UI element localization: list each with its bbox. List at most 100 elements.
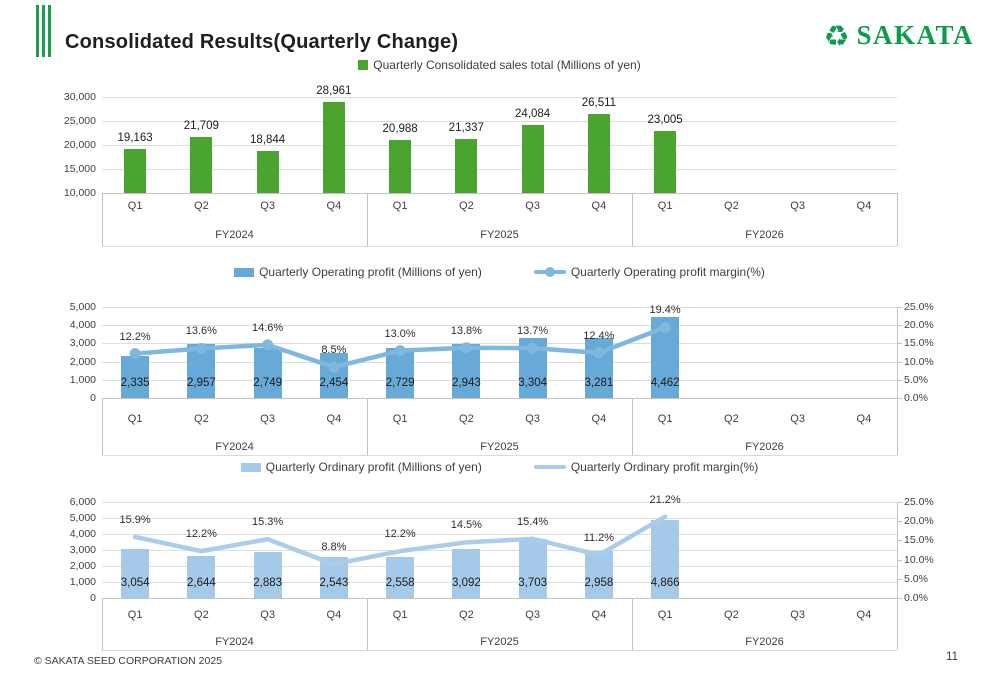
- page-number: 11: [946, 651, 958, 663]
- group-separator: [102, 598, 103, 650]
- line-marker: [527, 342, 539, 354]
- secondary-axis-tick-label: 10.0%: [904, 553, 934, 566]
- y-axis-tick-label: 2,000: [69, 355, 96, 368]
- legend-item: Quarterly Operating profit margin(%): [533, 265, 765, 279]
- logo-brand-text: SAKATA: [856, 20, 974, 50]
- legend-label: Quarterly Ordinary profit margin(%): [570, 460, 759, 474]
- bar-value-label: 2,335: [120, 377, 150, 389]
- legend-item: Quarterly Ordinary profit (Millions of y…: [240, 460, 482, 474]
- fiscal-year-label: FY2026: [745, 636, 784, 648]
- y-axis-tick-label: 10,000: [63, 187, 96, 199]
- quarter-label: Q3: [260, 413, 275, 425]
- bar: [389, 140, 412, 193]
- bar: [386, 348, 415, 398]
- secondary-axis-tick: [897, 379, 902, 381]
- accent-bar: [42, 5, 45, 57]
- y-axis-tick-label: 6,000: [69, 496, 96, 508]
- margin-value-label: 12.4%: [583, 329, 615, 342]
- gridline: [102, 169, 897, 170]
- secondary-axis-tick-label: 20.0%: [904, 515, 934, 528]
- label-area-bottom-line: [102, 455, 897, 456]
- margin-value-label: 8.8%: [321, 541, 347, 554]
- quarter-label: Q1: [392, 200, 408, 212]
- quarter-label: Q4: [856, 609, 872, 621]
- bar: [587, 113, 610, 193]
- secondary-axis-tick: [897, 361, 902, 363]
- bar-value-label: 2,883: [253, 577, 283, 589]
- bar: [322, 101, 345, 193]
- fiscal-year-label: FY2025: [480, 229, 519, 241]
- chart-legend: Quarterly Ordinary profit (Millions of y…: [102, 460, 897, 474]
- legend-line-marker: [533, 465, 566, 469]
- legend-line-dot-marker: [544, 267, 555, 277]
- fiscal-year-label: FY2026: [745, 229, 784, 241]
- bar: [452, 548, 481, 598]
- bar: [518, 538, 547, 598]
- group-separator: [632, 193, 633, 246]
- margin-value-label: 14.6%: [252, 321, 284, 334]
- gridline: [102, 582, 897, 583]
- secondary-axis-tick: [897, 502, 902, 503]
- bar-value-label: 26,511: [581, 96, 617, 109]
- quarter-label: Q2: [194, 413, 209, 425]
- legend-label: Quarterly Operating profit margin(%): [570, 265, 765, 279]
- secondary-axis-tick: [897, 398, 902, 399]
- legend-bar-marker: [234, 267, 255, 277]
- y-axis-tick-label: 5,000: [69, 512, 96, 524]
- y-axis-tick-label: 15,000: [63, 163, 96, 175]
- quarter-label: Q3: [260, 609, 275, 621]
- secondary-axis-tick: [897, 325, 902, 327]
- y-axis-tick-label: 1,000: [69, 576, 96, 588]
- legend-item: Quarterly Ordinary profit margin(%): [533, 460, 759, 474]
- secondary-axis-tick-label: 20.0%: [904, 319, 934, 332]
- gridline: [102, 566, 897, 567]
- quarter-label: Q3: [525, 200, 540, 212]
- y-axis-tick-label: 4,000: [69, 319, 96, 332]
- margin-value-label: 15.9%: [119, 513, 151, 526]
- legend-bar-marker: [240, 462, 261, 472]
- quarter-label: Q4: [326, 413, 342, 425]
- secondary-axis-tick: [897, 578, 902, 580]
- gridline: [102, 307, 897, 308]
- gridline: [102, 379, 897, 381]
- bar-value-label: 3,092: [451, 577, 481, 589]
- quarter-label: Q1: [127, 413, 143, 425]
- quarter-label: Q3: [790, 609, 805, 621]
- margin-value-label: 13.7%: [517, 325, 549, 338]
- margin-value-label: 12.2%: [119, 330, 151, 343]
- y-axis-tick-label: 1,000: [69, 373, 96, 386]
- bar-value-label: 3,054: [120, 577, 150, 589]
- bar: [253, 347, 282, 398]
- bar-value-label: 18,844: [250, 133, 286, 146]
- copyright-text: © SAKATA SEED CORPORATION 2025: [34, 655, 223, 667]
- group-separator: [632, 598, 633, 650]
- legend-item: Quarterly Consolidated sales total (Mill…: [358, 58, 641, 72]
- bar-value-label: 2,729: [385, 377, 415, 389]
- bar-value-label: 2,943: [451, 377, 481, 389]
- group-separator: [102, 398, 103, 455]
- margin-value-label: 13.8%: [450, 324, 482, 337]
- quarter-label: Q1: [127, 200, 143, 212]
- bar: [386, 557, 415, 598]
- quarter-label: Q1: [657, 413, 673, 425]
- bar-value-label: 3,703: [518, 577, 548, 589]
- bar-value-label: 2,957: [186, 377, 216, 389]
- line-marker: [659, 321, 671, 333]
- gridline: [102, 550, 897, 551]
- bar: [187, 555, 216, 598]
- secondary-axis-tick: [897, 343, 902, 345]
- bar: [651, 520, 680, 598]
- quarter-label: Q2: [459, 200, 474, 212]
- quarter-label: Q3: [790, 413, 805, 425]
- quarter-label: Q4: [856, 200, 872, 212]
- quarter-label: Q2: [724, 413, 739, 425]
- margin-value-label: 21.2%: [649, 493, 681, 506]
- secondary-axis-tick-label: 15.0%: [904, 534, 934, 547]
- line-marker: [262, 339, 274, 351]
- secondary-axis-tick: [897, 540, 902, 542]
- y-axis-tick-label: 4,000: [69, 528, 96, 540]
- bar: [654, 130, 677, 193]
- gridline: [102, 534, 897, 535]
